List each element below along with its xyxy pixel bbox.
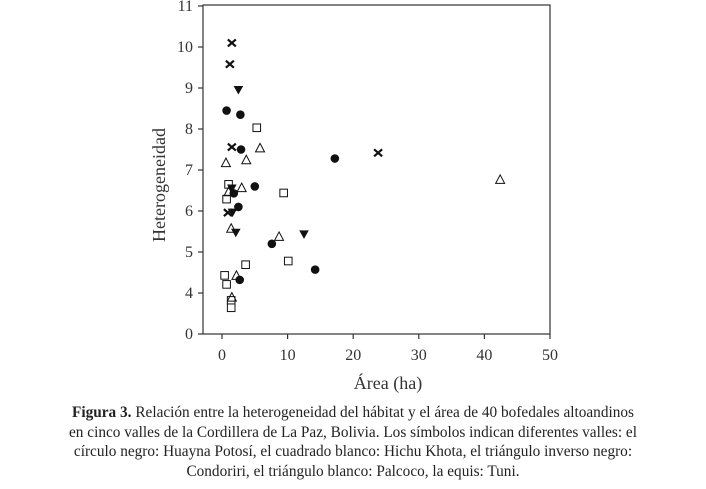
data-points bbox=[220, 38, 506, 313]
point-hichu-khota bbox=[220, 271, 229, 280]
scatter-plot: 0 10 20 30 40 50 0 4 5 6 7 8 9 10 11 Área (ha) Hetero… bbox=[149, 0, 558, 394]
point-huayna-potosi bbox=[236, 110, 245, 119]
point-huayna-potosi bbox=[250, 182, 260, 191]
y-tick-label: 9 bbox=[185, 80, 193, 97]
y-tick-label: 7 bbox=[185, 162, 193, 179]
point-palcoco bbox=[226, 291, 238, 302]
point-hichu-khota bbox=[279, 188, 288, 198]
point-hichu-khota bbox=[252, 123, 262, 133]
point-palcoco bbox=[240, 154, 252, 165]
point-huayna-potosi bbox=[267, 239, 277, 249]
point-palcoco bbox=[494, 173, 506, 184]
point-condoriri bbox=[233, 86, 244, 95]
x-axis-ticks: 0 10 20 30 40 50 bbox=[218, 334, 558, 364]
point-condoriri bbox=[230, 228, 241, 238]
point-hichu-khota bbox=[226, 296, 236, 305]
caption-label: Figura 3. bbox=[72, 404, 132, 421]
point-huayna-potosi bbox=[310, 265, 320, 274]
point-hichu-khota bbox=[283, 256, 293, 266]
point-condoriri bbox=[227, 184, 237, 193]
x-axis-title: Área (ha) bbox=[354, 372, 422, 394]
x-tick-label: 10 bbox=[280, 347, 296, 364]
point-palcoco bbox=[225, 222, 237, 233]
x-tick-label: 40 bbox=[476, 347, 492, 364]
figure-caption: Figura 3. Relación entre la heterogeneid… bbox=[0, 403, 706, 481]
point-huayna-potosi bbox=[330, 154, 340, 163]
point-palcoco bbox=[223, 186, 234, 197]
point-huayna-potosi bbox=[236, 145, 246, 154]
point-tuni bbox=[373, 148, 383, 158]
x-tick-label: 0 bbox=[218, 347, 226, 364]
x-tick-label: 50 bbox=[542, 347, 558, 364]
caption-line-4: Condoriri, el triángulo blanco: Palcoco,… bbox=[186, 462, 520, 480]
point-tuni bbox=[227, 38, 237, 48]
caption-line-1: Figura 3. Relación entre la heterogeneid… bbox=[0, 403, 706, 423]
y-tick-label: 0 bbox=[185, 326, 193, 343]
y-tick-label: 4 bbox=[185, 285, 193, 302]
point-tuni bbox=[227, 142, 237, 152]
x-tick-label: 20 bbox=[345, 347, 361, 364]
point-hichu-khota bbox=[222, 280, 231, 289]
caption-text: Relación entre la heterogeneidad del háb… bbox=[131, 404, 634, 421]
y-tick-label: 11 bbox=[178, 0, 193, 15]
point-tuni bbox=[225, 59, 235, 69]
caption-line-3: círculo negro: Huayna Potosí, el cuadrad… bbox=[73, 443, 633, 460]
y-tick-label: 6 bbox=[185, 203, 193, 220]
y-tick-label: 5 bbox=[185, 244, 193, 261]
point-palcoco bbox=[231, 269, 242, 280]
caption-line-2: en cinco valles de la Cordillera de La P… bbox=[69, 423, 637, 441]
plot-frame bbox=[202, 4, 551, 335]
point-hichu-khota bbox=[226, 303, 236, 313]
y-axis-ticks: 0 4 5 6 7 8 9 10 11 bbox=[177, 0, 203, 343]
y-axis-title: Heterogeneidad bbox=[149, 128, 169, 242]
point-palcoco bbox=[254, 142, 266, 153]
point-condoriri bbox=[299, 230, 309, 239]
point-tuni bbox=[223, 208, 233, 217]
point-palcoco bbox=[273, 230, 285, 241]
point-huayna-potosi bbox=[235, 275, 245, 285]
point-hichu-khota bbox=[222, 194, 231, 204]
point-palcoco bbox=[220, 157, 232, 168]
point-huayna-potosi bbox=[222, 106, 231, 115]
x-tick-label: 30 bbox=[411, 347, 427, 364]
point-palcoco bbox=[236, 182, 248, 193]
y-tick-label: 10 bbox=[177, 39, 193, 56]
point-hichu-khota bbox=[241, 260, 250, 270]
y-tick-label: 8 bbox=[185, 121, 193, 138]
